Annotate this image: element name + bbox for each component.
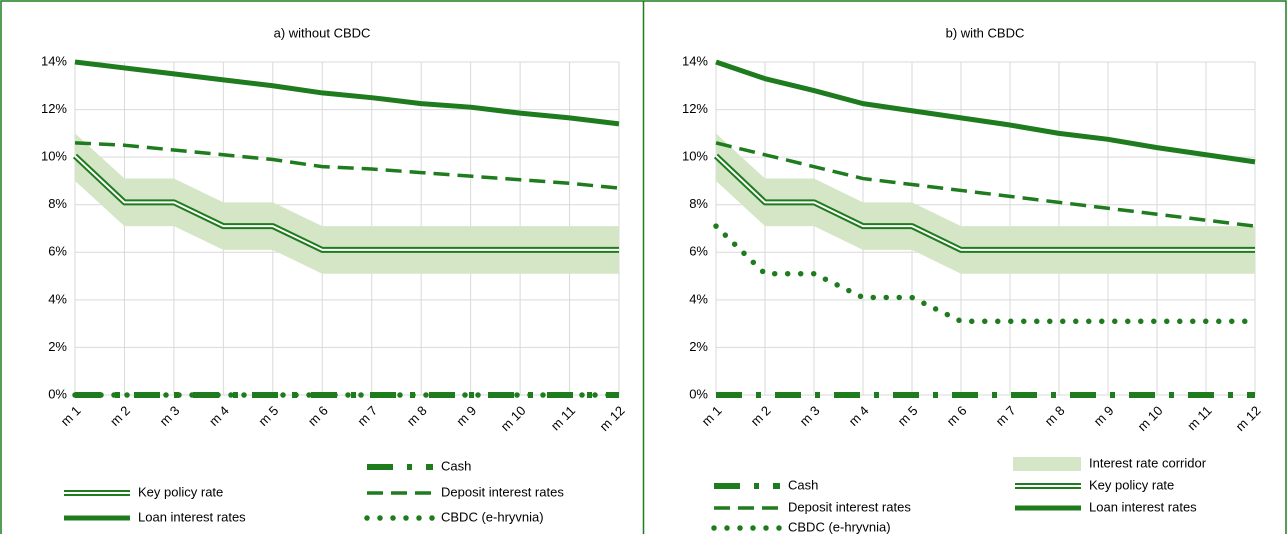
legend-label: Key policy rate (138, 484, 223, 499)
series-line-inner (715, 155, 1255, 251)
y-tick-label: 12% (41, 101, 67, 116)
x-tick-label: m 2 (107, 403, 133, 429)
x-tick-label: m 6 (305, 403, 331, 429)
x-tick-label: m 3 (157, 403, 183, 429)
chart-title: a) without CBDC (274, 25, 371, 40)
legend: Interest rate corridor Cash Key policy rat… (711, 455, 1207, 534)
panel: a) without CBDC 0% 2% 4% 6% 8% 10% 12% 14% m 1 m 2… (41, 25, 628, 524)
legend: Cash Key policy rate Deposit interest rate… (64, 458, 564, 524)
y-tick-label: 14% (41, 53, 67, 68)
legend-label: Key policy rate (1089, 477, 1174, 492)
y-tick-label: 0% (48, 386, 67, 401)
y-tick-label: 14% (682, 53, 708, 68)
y-tick-label: 10% (682, 149, 708, 164)
chart-title: b) with CBDC (946, 25, 1025, 40)
x-tick-label: m 11 (1184, 403, 1214, 433)
series-line (74, 59, 620, 127)
legend-label: Loan interest rates (138, 509, 246, 524)
y-tick-label: 4% (48, 291, 67, 306)
x-tick-label: m 8 (404, 403, 430, 429)
legend-label: Loan interest rates (1089, 499, 1197, 514)
corridor-area (716, 133, 1255, 274)
y-tick-label: 2% (48, 339, 67, 354)
x-tick-label: m 1 (699, 403, 725, 429)
x-tick-label: m 8 (1042, 403, 1068, 429)
series-line (74, 141, 620, 190)
x-tick-label: m 1 (58, 403, 84, 429)
y-tick-label: 2% (689, 339, 708, 354)
y-tick-label: 12% (682, 101, 708, 116)
series-line (715, 59, 1256, 165)
y-tick-label: 10% (41, 149, 67, 164)
x-tick-label: m 12 (1233, 403, 1264, 434)
y-tick-label: 0% (689, 386, 708, 401)
corridor-area (75, 133, 619, 274)
legend-label: Cash (441, 458, 471, 473)
x-tick-label: m 10 (1135, 403, 1166, 434)
x-tick-label: m 11 (548, 403, 578, 433)
series-line (713, 223, 1258, 325)
x-tick-label: m 7 (993, 403, 1019, 429)
legend-label: Deposit interest rates (788, 499, 911, 514)
panel: b) with CBDC 0% 2% 4% 6% 8% 10% 12% 14% m 1 m 2 m 3… (682, 25, 1264, 534)
legend-label: Deposit interest rates (441, 484, 564, 499)
x-tick-label: m 2 (748, 403, 774, 429)
y-tick-label: 6% (689, 244, 708, 259)
x-tick-label: m 9 (453, 403, 479, 429)
legend-label: CBDC (e-hryvnia) (788, 519, 891, 534)
x-tick-label: m 3 (797, 403, 823, 429)
x-tick-label: m 4 (846, 403, 872, 429)
y-tick-label: 4% (689, 291, 708, 306)
series-line (715, 141, 1256, 228)
x-tick-label: m 5 (255, 403, 281, 429)
x-tick-label: m 12 (597, 403, 628, 434)
legend-label: CBDC (e-hryvnia) (441, 509, 544, 524)
y-tick-label: 8% (48, 196, 67, 211)
y-tick-label: 8% (689, 196, 708, 211)
legend-label: Cash (788, 477, 818, 492)
x-tick-label: m 10 (498, 403, 529, 434)
y-tick-label: 6% (48, 244, 67, 259)
x-tick-label: m 6 (944, 403, 970, 429)
x-tick-label: m 5 (895, 403, 921, 429)
x-tick-label: m 4 (206, 403, 232, 429)
legend-label: Interest rate corridor (1089, 455, 1207, 470)
x-tick-label: m 7 (354, 403, 380, 429)
series-line-inner (74, 155, 619, 251)
legend-swatch (1013, 457, 1081, 471)
x-tick-label: m 9 (1091, 403, 1117, 429)
